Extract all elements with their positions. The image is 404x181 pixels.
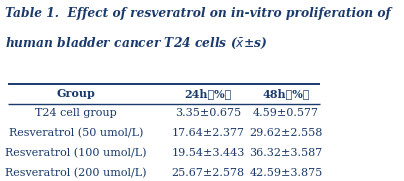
Text: Resveratrol (50 umol/L): Resveratrol (50 umol/L) <box>9 128 143 138</box>
Text: 24h（%）: 24h（%） <box>184 88 231 99</box>
Text: 19.54±3.443: 19.54±3.443 <box>171 148 245 158</box>
Text: Table 1.  Effect of resveratrol on in-vitro proliferation of: Table 1. Effect of resveratrol on in-vit… <box>4 7 390 20</box>
Text: 17.64±2.377: 17.64±2.377 <box>172 128 244 138</box>
Text: Resveratrol (100 umol/L): Resveratrol (100 umol/L) <box>6 148 147 158</box>
Text: Group: Group <box>57 88 96 99</box>
Text: Resveratrol (200 umol/L): Resveratrol (200 umol/L) <box>6 168 147 178</box>
Text: human bladder cancer T24 cells ($\bar{x}$±s): human bladder cancer T24 cells ($\bar{x}… <box>4 36 267 51</box>
Text: 3.35±0.675: 3.35±0.675 <box>175 108 241 118</box>
Text: 4.59±0.577: 4.59±0.577 <box>253 108 319 118</box>
Text: 29.62±2.558: 29.62±2.558 <box>249 128 323 138</box>
Text: 36.32±3.587: 36.32±3.587 <box>250 148 323 158</box>
Text: 48h（%）: 48h（%） <box>263 88 310 99</box>
Text: T24 cell group: T24 cell group <box>36 108 117 118</box>
Text: 25.67±2.578: 25.67±2.578 <box>171 168 244 178</box>
Text: 42.59±3.875: 42.59±3.875 <box>250 168 323 178</box>
